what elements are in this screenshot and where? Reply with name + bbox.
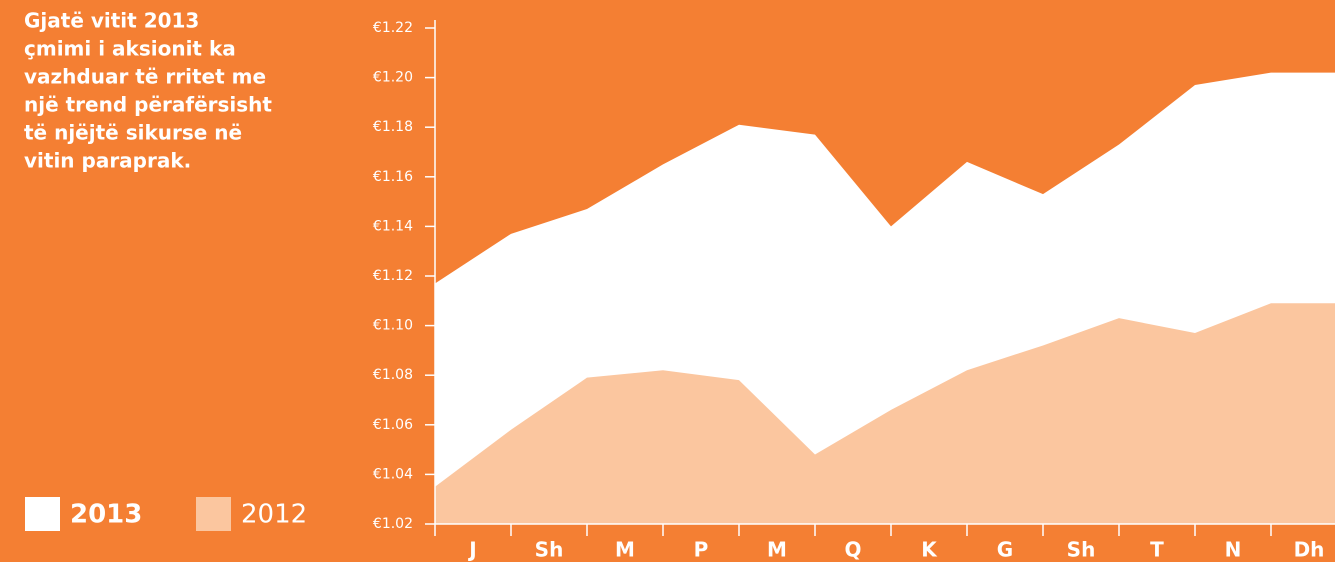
x-tick-label: P: [694, 538, 709, 562]
legend-label: 2012: [241, 500, 307, 530]
x-tick-label: M: [615, 538, 635, 562]
area: [435, 303, 1335, 524]
x-tick-label: N: [1225, 538, 1242, 562]
x-tick-label: G: [997, 538, 1013, 562]
x-tick-label: M: [767, 538, 787, 562]
x-tick-label: Sh: [535, 538, 564, 562]
legend-label: 2013: [70, 500, 142, 530]
y-tick-label: €1.08: [373, 367, 413, 383]
y-tick-label: €1.02: [373, 516, 413, 532]
description-line: çmimi i aksionit ka: [24, 37, 236, 61]
legend-swatch: [196, 497, 231, 531]
x-tick-label: Sh: [1067, 538, 1096, 562]
y-tick-label: €1.04: [373, 466, 413, 482]
y-tick-label: €1.20: [373, 70, 413, 86]
legend-swatch: [25, 497, 60, 531]
description-line: të njëjtë sikurse në: [24, 121, 242, 145]
description-line: Gjatë vitit 2013: [24, 9, 199, 33]
description-line: një trend përafërsisht: [24, 93, 272, 117]
x-tick-label: Dh: [1294, 538, 1325, 562]
description-line: vazhduar të rritet me: [24, 65, 266, 89]
y-tick-label: €1.06: [373, 417, 413, 433]
x-tick-label: K: [921, 538, 938, 562]
y-tick-label: €1.18: [373, 119, 413, 135]
description-line: vitin paraprak.: [24, 149, 191, 173]
y-tick-label: €1.10: [373, 318, 413, 334]
y-tick-label: €1.16: [373, 169, 413, 185]
y-tick-label: €1.12: [373, 268, 413, 284]
x-tick-label: J: [467, 538, 476, 562]
y-tick-label: €1.22: [373, 20, 413, 36]
x-tick-label: Q: [844, 538, 861, 562]
y-tick-label: €1.14: [373, 218, 413, 234]
x-tick-label: T: [1150, 538, 1164, 562]
